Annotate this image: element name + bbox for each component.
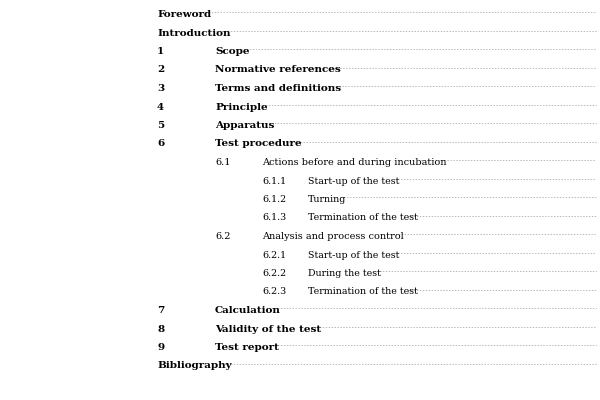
Text: Test procedure: Test procedure: [215, 140, 302, 148]
Text: 2: 2: [157, 66, 164, 74]
Text: 6.2.2: 6.2.2: [262, 269, 286, 278]
Text: 6: 6: [157, 140, 164, 148]
Text: 7: 7: [157, 306, 164, 315]
Text: Principle: Principle: [215, 102, 268, 112]
Text: 1: 1: [157, 47, 164, 56]
Text: 8: 8: [157, 324, 164, 334]
Text: During the test: During the test: [308, 269, 381, 278]
Text: Foreword: Foreword: [157, 10, 211, 19]
Text: Test report: Test report: [215, 343, 279, 352]
Text: 6.2: 6.2: [215, 232, 230, 241]
Text: Terms and definitions: Terms and definitions: [215, 84, 341, 93]
Text: 5: 5: [157, 121, 164, 130]
Text: 6.1.1: 6.1.1: [262, 176, 286, 186]
Text: Turning: Turning: [308, 195, 346, 204]
Text: Scope: Scope: [215, 47, 250, 56]
Text: 3: 3: [157, 84, 164, 93]
Text: Bibliography: Bibliography: [157, 362, 232, 370]
Text: 6.2.3: 6.2.3: [262, 288, 286, 296]
Text: 6.2.1: 6.2.1: [262, 250, 286, 260]
Text: Validity of the test: Validity of the test: [215, 324, 321, 334]
Text: Termination of the test: Termination of the test: [308, 288, 418, 296]
Text: Calculation: Calculation: [215, 306, 281, 315]
Text: Analysis and process control: Analysis and process control: [262, 232, 404, 241]
Text: 6.1: 6.1: [215, 158, 230, 167]
Text: 4: 4: [157, 102, 164, 112]
Text: Normative references: Normative references: [215, 66, 341, 74]
Text: Actions before and during incubation: Actions before and during incubation: [262, 158, 446, 167]
Text: Introduction: Introduction: [157, 28, 230, 38]
Text: Apparatus: Apparatus: [215, 121, 274, 130]
Text: Start-up of the test: Start-up of the test: [308, 176, 400, 186]
Text: Termination of the test: Termination of the test: [308, 214, 418, 222]
Text: 6.1.3: 6.1.3: [262, 214, 286, 222]
Text: 6.1.2: 6.1.2: [262, 195, 286, 204]
Text: Start-up of the test: Start-up of the test: [308, 250, 400, 260]
Text: 9: 9: [157, 343, 164, 352]
